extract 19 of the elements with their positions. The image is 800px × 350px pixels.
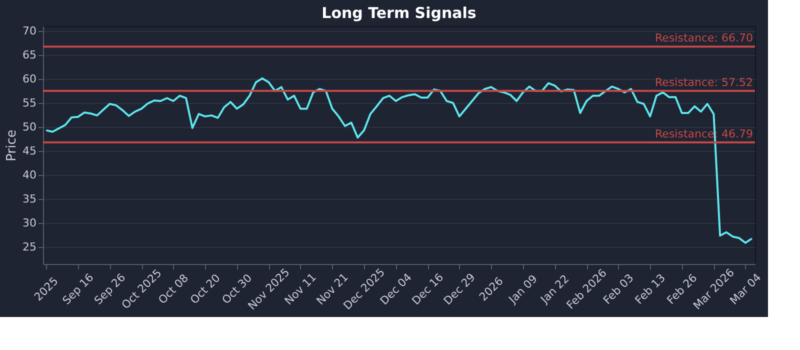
y-tick-label: 70 [22,24,36,38]
y-tick-label: 65 [22,48,36,62]
y-tick-label: 40 [22,168,36,182]
x-tick-label: Feb 13 [632,271,668,307]
y-axis-title: Price [4,130,20,162]
x-tick-label: Oct 20 [188,272,223,307]
y-tick-label: 60 [22,72,36,86]
y-tick-label: 30 [22,216,36,230]
ref-line-label: Resistance: 66.70 [655,32,753,45]
ref-line-label: Resistance: 57.52 [655,76,753,89]
y-tick-label: 45 [22,144,36,158]
y-tick-label: 50 [22,120,36,134]
x-tick-label: Dec 29 [441,270,478,308]
y-tick-label: 55 [22,96,36,110]
line-series [45,77,753,244]
x-tick-label: Jan 09 [506,272,540,307]
y-tick-label: 25 [22,240,36,254]
y-tick-label: 35 [22,192,36,206]
chart-title: Long Term Signals [322,4,476,22]
